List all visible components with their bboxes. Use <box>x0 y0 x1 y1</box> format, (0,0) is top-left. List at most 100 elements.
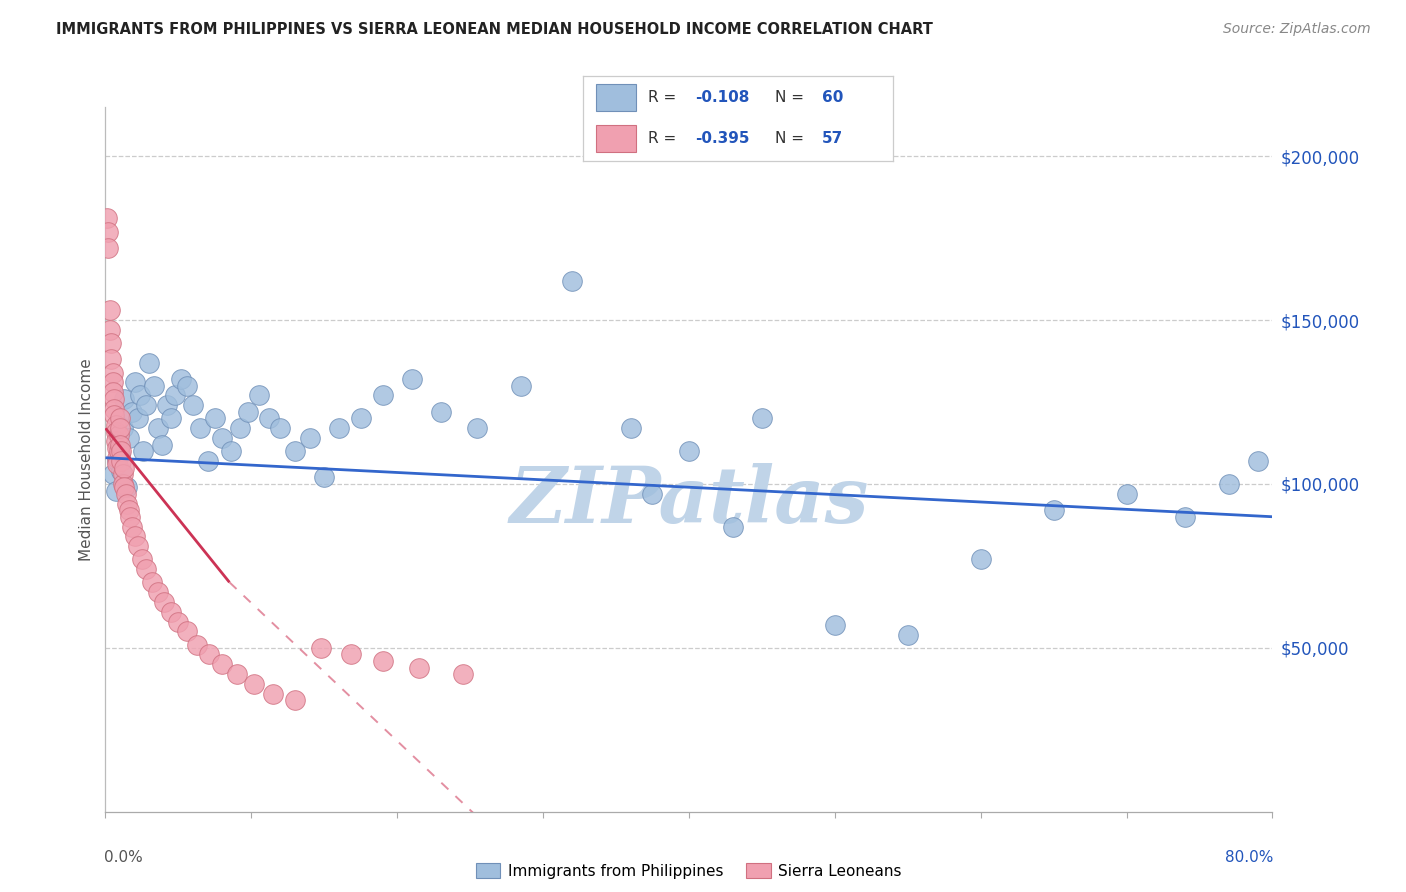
Point <box>328 421 350 435</box>
Point <box>156 398 179 412</box>
Point <box>112 480 135 494</box>
Point <box>211 431 233 445</box>
Point <box>118 431 141 445</box>
Point <box>98 323 121 337</box>
Point <box>138 356 160 370</box>
Point <box>96 211 118 226</box>
Text: 80.0%: 80.0% <box>1225 850 1274 865</box>
Point <box>311 640 333 655</box>
Point <box>160 605 183 619</box>
Point <box>107 444 129 458</box>
Point <box>401 372 423 386</box>
Point <box>101 366 124 380</box>
Point <box>350 411 373 425</box>
Text: 0.0%: 0.0% <box>104 850 143 865</box>
Point <box>211 657 233 672</box>
Text: ZIPatlas: ZIPatlas <box>509 464 869 540</box>
Point <box>238 405 260 419</box>
Point <box>111 421 134 435</box>
Point <box>103 392 125 406</box>
Point <box>117 480 139 494</box>
Point <box>150 437 173 451</box>
Point <box>105 450 128 465</box>
Point <box>108 411 131 425</box>
Point <box>561 274 583 288</box>
Text: 57: 57 <box>821 131 844 146</box>
Point <box>104 425 127 439</box>
Point <box>897 628 920 642</box>
Point <box>105 454 128 468</box>
Point <box>197 454 219 468</box>
Text: 60: 60 <box>821 90 844 105</box>
Text: R =: R = <box>648 131 676 146</box>
Point <box>105 441 128 455</box>
FancyBboxPatch shape <box>596 125 636 152</box>
Point <box>269 421 292 435</box>
Point <box>219 444 242 458</box>
Point <box>141 575 163 590</box>
Point <box>142 378 165 392</box>
Point <box>146 421 169 435</box>
Point <box>131 552 153 566</box>
Point <box>117 497 139 511</box>
Point <box>108 447 131 461</box>
Point <box>510 378 533 392</box>
Text: IMMIGRANTS FROM PHILIPPINES VS SIERRA LEONEAN MEDIAN HOUSEHOLD INCOME CORRELATIO: IMMIGRANTS FROM PHILIPPINES VS SIERRA LE… <box>56 22 934 37</box>
Point <box>247 388 270 402</box>
Point <box>115 487 138 501</box>
Point <box>408 660 430 674</box>
Point <box>186 638 208 652</box>
Point <box>181 398 204 412</box>
Point <box>108 437 131 451</box>
Point <box>101 385 124 400</box>
Point <box>1042 503 1064 517</box>
Text: -0.108: -0.108 <box>695 90 749 105</box>
Point <box>132 444 155 458</box>
Point <box>170 372 193 386</box>
Point <box>314 470 336 484</box>
Point <box>135 562 157 576</box>
Point <box>112 392 135 406</box>
Point <box>100 352 122 367</box>
Point <box>262 687 284 701</box>
Point <box>111 477 134 491</box>
Point <box>1247 454 1270 468</box>
Point <box>430 405 453 419</box>
Point <box>298 431 321 445</box>
Point <box>1115 487 1137 501</box>
Text: Source: ZipAtlas.com: Source: ZipAtlas.com <box>1223 22 1371 37</box>
Point <box>176 378 198 392</box>
Point <box>135 398 157 412</box>
Point <box>110 464 132 478</box>
Point <box>110 454 132 468</box>
Point <box>339 648 361 662</box>
Point <box>225 667 247 681</box>
Point <box>1218 477 1240 491</box>
Point <box>104 434 127 449</box>
Point <box>103 408 125 422</box>
Point <box>112 460 135 475</box>
Point <box>104 483 127 498</box>
Point <box>118 503 141 517</box>
Point <box>371 654 394 668</box>
Point <box>120 509 142 524</box>
Point <box>104 417 127 432</box>
Point <box>198 648 221 662</box>
Legend: Immigrants from Philippines, Sierra Leoneans: Immigrants from Philippines, Sierra Leon… <box>470 857 908 885</box>
Point <box>371 388 394 402</box>
Point <box>107 427 129 442</box>
Point <box>167 615 190 629</box>
Text: N =: N = <box>775 90 804 105</box>
Point <box>127 539 149 553</box>
Point <box>108 421 131 435</box>
Point <box>969 552 991 566</box>
Point <box>619 421 641 435</box>
Point <box>257 411 280 425</box>
Point <box>97 225 120 239</box>
Point <box>243 677 266 691</box>
FancyBboxPatch shape <box>596 85 636 112</box>
Point <box>678 444 700 458</box>
Point <box>204 411 226 425</box>
Point <box>824 618 846 632</box>
Y-axis label: Median Household Income: Median Household Income <box>79 358 94 561</box>
